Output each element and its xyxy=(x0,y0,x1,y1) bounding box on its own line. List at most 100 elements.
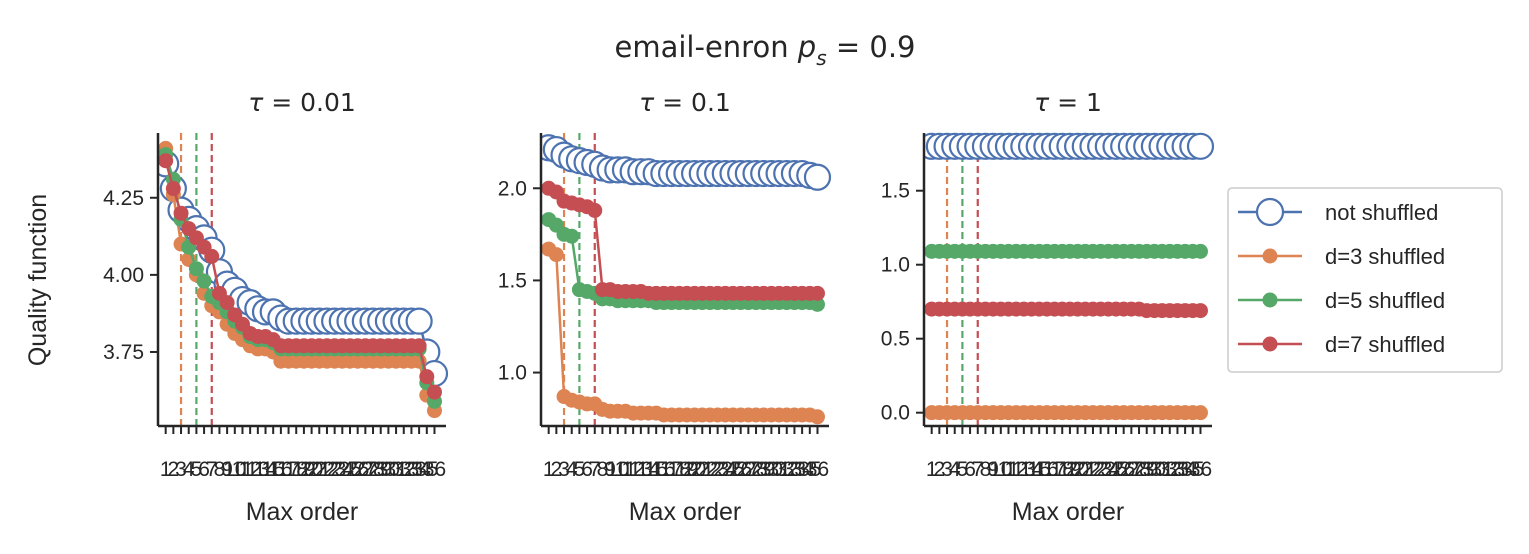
x-tick-label: 13 xyxy=(1012,458,1035,481)
x-tick-label: 1 xyxy=(543,458,555,481)
series-d-7-shuffled xyxy=(541,180,825,301)
x-tick-label: 29 xyxy=(369,458,392,481)
x-tick-label: 25 xyxy=(338,458,361,481)
x-tick-label: 32 xyxy=(775,458,798,481)
subplots-group: τ = 0.013.754.004.2512345678910111213141… xyxy=(103,88,1215,526)
x-tick-label: 15 xyxy=(262,458,285,481)
data-point xyxy=(1192,405,1208,421)
legend-item-d-3-shuffled: d=3 shuffled xyxy=(1238,244,1445,269)
x-tick-label: 5 xyxy=(957,458,969,481)
y-tick-label: 0.0 xyxy=(881,402,910,425)
figure-suptitle: email-enron ps = 0.9 xyxy=(615,30,916,70)
x-tick-label: 35 xyxy=(1181,458,1204,481)
x-tick-label: 3 xyxy=(175,458,187,481)
y-tick-label: 1.5 xyxy=(498,269,527,292)
data-point xyxy=(173,205,189,221)
x-tick-label: 28 xyxy=(744,458,767,481)
data-point xyxy=(405,307,433,335)
x-tick-label: 32 xyxy=(1158,458,1181,481)
x-tick-label: 24 xyxy=(1097,458,1121,481)
subplot-title: τ = 1 xyxy=(1034,88,1102,117)
x-tick-label: 20 xyxy=(683,458,706,481)
x-tick-label: 29 xyxy=(1135,458,1158,481)
x-tick-label: 19 xyxy=(292,458,315,481)
x-tick-label: 10 xyxy=(223,458,246,481)
legend-marker xyxy=(1262,248,1278,264)
data-point xyxy=(158,153,174,169)
x-tick-label: 30 xyxy=(760,458,783,481)
x-tick-label: 2 xyxy=(551,458,563,481)
x-tick-label: 9 xyxy=(604,458,616,481)
x-tick-label: 2 xyxy=(934,458,946,481)
subplot-3: τ = 10.00.51.01.512345678910111213141516… xyxy=(881,88,1215,526)
y-tick-label: 4.00 xyxy=(103,264,144,287)
subplot-title-value: = 0.01 xyxy=(263,88,356,117)
legend-marker xyxy=(1255,197,1285,227)
series-line xyxy=(547,248,818,419)
y-tick-label: 4.25 xyxy=(103,187,144,210)
x-tick-label: 1 xyxy=(160,458,172,481)
x-tick-label: 8 xyxy=(597,458,609,481)
x-tick-label: 33 xyxy=(400,458,423,481)
plot-area xyxy=(541,134,832,425)
y-tick-label: 0.5 xyxy=(881,328,910,351)
x-tick-label: 22 xyxy=(315,458,338,481)
x-tick-label: 34 xyxy=(790,458,814,481)
x-tick-label: 18 xyxy=(285,458,308,481)
legend-label: d=5 shuffled xyxy=(1325,288,1445,313)
subplot-title-value: = 1 xyxy=(1049,88,1102,117)
x-tick-label: 22 xyxy=(698,458,721,481)
x-tick-label: 5 xyxy=(191,458,203,481)
x-tick-label: 30 xyxy=(377,458,400,481)
x-tick-label: 6 xyxy=(964,458,976,481)
x-tick-label: 14 xyxy=(637,458,661,481)
x-tick-label: 18 xyxy=(1051,458,1074,481)
x-tick-label: 17 xyxy=(277,458,300,481)
y-axis-label: Quality function xyxy=(24,194,52,366)
series-d-5-shuffled xyxy=(924,243,1208,259)
legend-frame xyxy=(1227,187,1503,373)
series-d-3-shuffled xyxy=(541,241,825,425)
x-tick-label: 7 xyxy=(972,458,984,481)
x-tick-label: 5 xyxy=(574,458,586,481)
data-point xyxy=(411,338,427,354)
x-tick-label: 15 xyxy=(1028,458,1051,481)
x-tick-label: 24 xyxy=(331,458,355,481)
subplot-title: τ = 0.1 xyxy=(639,88,731,117)
x-tick-label: 18 xyxy=(668,458,691,481)
subplot-title-var: τ xyxy=(248,88,264,117)
x-tick-label: 21 xyxy=(1074,458,1097,481)
legend-item-d-5-shuffled: d=5 shuffled xyxy=(1238,288,1445,313)
x-tick-label: 21 xyxy=(308,458,331,481)
x-tick-label: 26 xyxy=(1112,458,1135,481)
x-tick-label: 10 xyxy=(989,458,1012,481)
x-tick-label: 8 xyxy=(980,458,992,481)
x-axis-label: Max order xyxy=(629,498,742,526)
series-not-shuffled xyxy=(541,134,832,191)
x-tick-label: 2 xyxy=(168,458,180,481)
series-d-7-shuffled xyxy=(924,301,1208,319)
subplot-2: τ = 0.11.01.52.0123456789101112131415161… xyxy=(498,88,832,526)
y-tick-label: 2.0 xyxy=(498,177,527,200)
x-tick-label: 12 xyxy=(238,458,261,481)
x-tick-label: 26 xyxy=(729,458,752,481)
x-tick-label: 11 xyxy=(615,458,637,481)
subplot-title: τ = 0.01 xyxy=(248,88,356,117)
x-tick-label: 25 xyxy=(1104,458,1127,481)
subplot-1: τ = 0.013.754.004.2512345678910111213141… xyxy=(103,88,449,526)
legend-marker xyxy=(1262,336,1278,352)
x-tick-label: 36 xyxy=(806,458,829,481)
x-tick-label: 9 xyxy=(221,458,233,481)
legend-label: d=7 shuffled xyxy=(1325,332,1445,357)
x-tick-label: 3 xyxy=(941,458,953,481)
x-tick-label: 31 xyxy=(384,458,407,481)
x-tick-label: 7 xyxy=(206,458,218,481)
x-tick-label: 20 xyxy=(300,458,323,481)
y-tick-label: 1.0 xyxy=(498,362,527,385)
x-tick-label: 34 xyxy=(407,458,431,481)
x-tick-label: 17 xyxy=(660,458,683,481)
x-tick-label: 4 xyxy=(949,458,961,481)
series-d-5-shuffled xyxy=(158,147,442,409)
x-tick-label: 27 xyxy=(1120,458,1143,481)
x-tick-label: 14 xyxy=(1020,458,1044,481)
